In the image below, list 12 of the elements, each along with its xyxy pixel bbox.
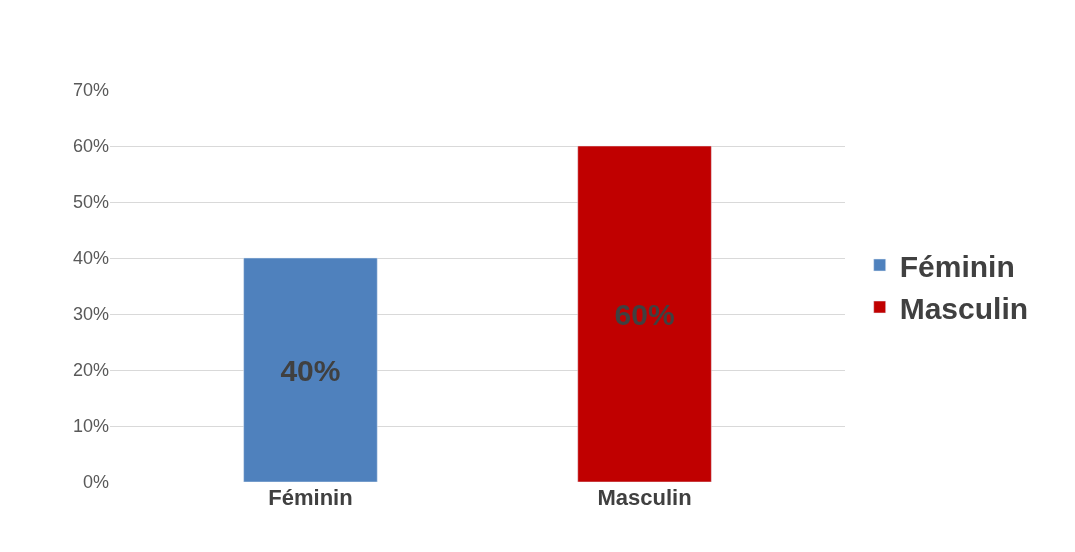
data-label: 40% bbox=[280, 353, 341, 387]
y-tick-label: 60% bbox=[72, 136, 109, 157]
data-label: 60% bbox=[614, 297, 675, 331]
y-tick-label: 0% bbox=[82, 472, 109, 493]
legend-label: Masculin bbox=[899, 291, 1029, 325]
y-tick-label: 10% bbox=[72, 416, 109, 437]
y-tick-label: 30% bbox=[72, 304, 109, 325]
y-tick-label: 50% bbox=[72, 192, 109, 213]
legend-label: Féminin bbox=[899, 249, 1015, 283]
y-tick-label: 40% bbox=[72, 248, 109, 269]
y-tick-label: 20% bbox=[72, 360, 109, 381]
y-tick-label: 70% bbox=[72, 80, 109, 101]
